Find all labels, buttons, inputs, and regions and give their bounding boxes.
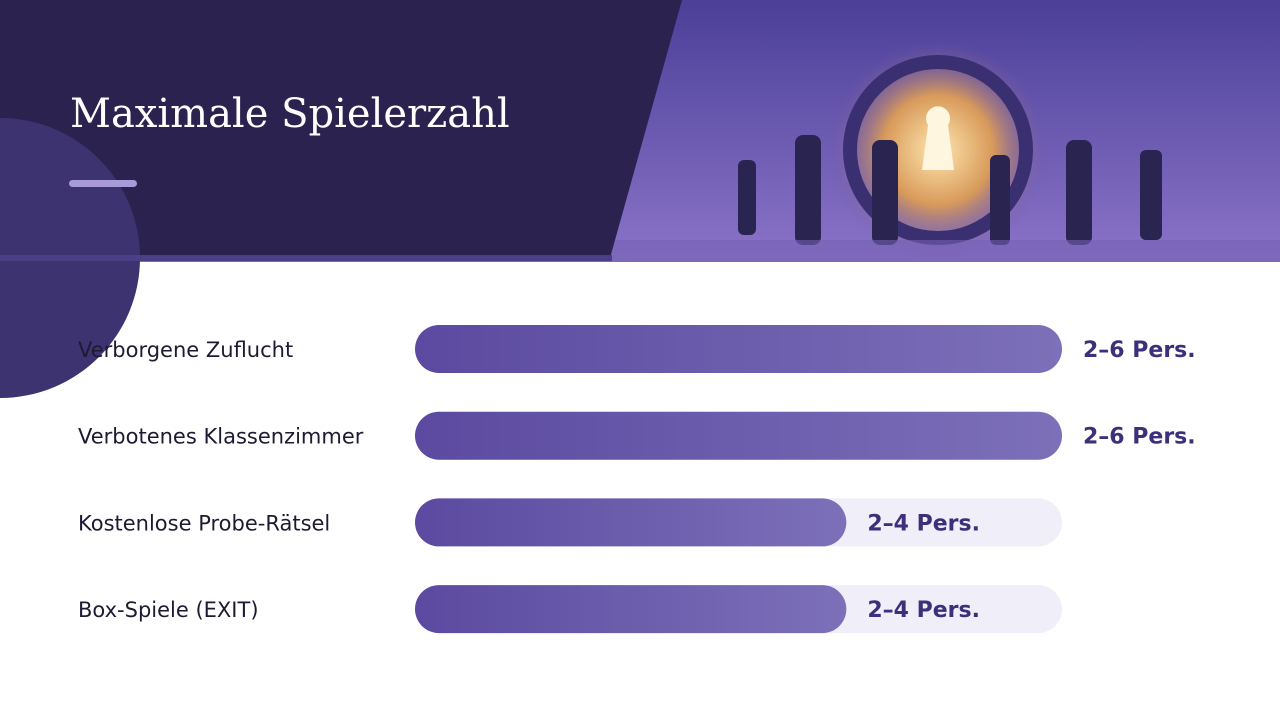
bar bbox=[415, 325, 1062, 373]
header: Maximale Spielerzahl bbox=[0, 0, 1280, 398]
value-label: 2–6 Pers. bbox=[1083, 338, 1196, 363]
value-label: 2–4 Pers. bbox=[867, 511, 980, 536]
illustration-people bbox=[738, 135, 1162, 245]
bar bbox=[415, 411, 1062, 460]
title-underline bbox=[69, 180, 137, 187]
value-label: 2–4 Pers. bbox=[867, 598, 980, 623]
value-label: 2–6 Pers. bbox=[1083, 425, 1196, 450]
category-label: Box-Spiele (EXIT) bbox=[78, 598, 259, 622]
illustration-keyhole bbox=[922, 106, 954, 170]
plot: Verborgene Zuflucht 2–6 Pers. Verbotenes K… bbox=[78, 325, 1196, 634]
bar bbox=[415, 498, 847, 547]
header-strip bbox=[0, 255, 612, 261]
bar bbox=[415, 585, 847, 634]
category-label: Verbotenes Klassenzimmer bbox=[78, 425, 364, 449]
illustration-door bbox=[843, 55, 1033, 245]
header-panel bbox=[0, 0, 682, 258]
chart-title: Maximale Spielerzahl bbox=[70, 91, 510, 137]
category-label: Verborgene Zuflucht bbox=[78, 338, 293, 362]
category-label: Kostenlose Probe-Rätsel bbox=[78, 511, 330, 535]
